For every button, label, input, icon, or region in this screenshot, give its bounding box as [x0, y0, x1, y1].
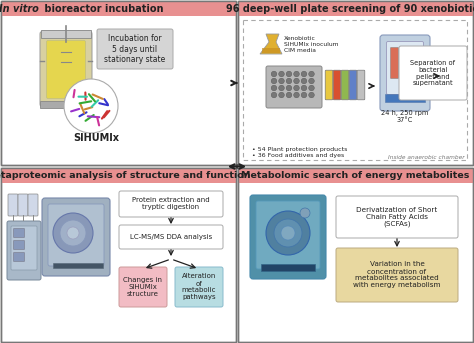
FancyBboxPatch shape: [238, 1, 473, 16]
FancyBboxPatch shape: [1, 168, 236, 183]
Text: Changes in
SIHUMIx
structure: Changes in SIHUMIx structure: [124, 277, 163, 297]
Text: In vitro: In vitro: [0, 3, 39, 13]
FancyBboxPatch shape: [48, 204, 104, 266]
FancyBboxPatch shape: [8, 194, 18, 216]
FancyBboxPatch shape: [400, 47, 408, 79]
Circle shape: [286, 71, 292, 77]
Circle shape: [271, 71, 277, 77]
Circle shape: [309, 71, 314, 77]
Text: Xenobiotic
SIHUMIx inoculum
CIM media: Xenobiotic SIHUMIx inoculum CIM media: [284, 36, 338, 52]
FancyBboxPatch shape: [250, 195, 326, 279]
Text: Metabolomic search of energy metabolites: Metabolomic search of energy metabolites: [241, 171, 469, 180]
Circle shape: [301, 71, 307, 77]
FancyBboxPatch shape: [349, 70, 357, 100]
Polygon shape: [260, 34, 282, 54]
FancyBboxPatch shape: [380, 35, 430, 111]
Circle shape: [300, 208, 310, 218]
FancyBboxPatch shape: [409, 47, 417, 79]
FancyBboxPatch shape: [333, 70, 341, 100]
FancyBboxPatch shape: [175, 267, 223, 307]
Circle shape: [301, 85, 307, 91]
Text: bioreactor incubation: bioreactor incubation: [41, 3, 164, 13]
Text: 24 h, 250 rpm
37°C: 24 h, 250 rpm 37°C: [381, 109, 428, 122]
Circle shape: [309, 78, 314, 84]
Text: • 54 Plant protection products
• 36 Food additives and dyes: • 54 Plant protection products • 36 Food…: [252, 147, 347, 158]
Circle shape: [294, 85, 299, 91]
Text: LC-MS/MS DDA analysis: LC-MS/MS DDA analysis: [130, 234, 212, 240]
FancyBboxPatch shape: [11, 226, 37, 270]
FancyBboxPatch shape: [119, 225, 223, 249]
Circle shape: [67, 227, 79, 239]
Circle shape: [294, 78, 299, 84]
FancyBboxPatch shape: [1, 1, 236, 16]
FancyBboxPatch shape: [13, 240, 25, 249]
Circle shape: [294, 71, 299, 77]
Circle shape: [271, 92, 277, 98]
Circle shape: [274, 219, 302, 247]
Circle shape: [294, 92, 299, 98]
FancyBboxPatch shape: [40, 31, 92, 107]
Circle shape: [53, 213, 93, 253]
Text: 96 deep-well plate screening of 90 xenobiotics: 96 deep-well plate screening of 90 xenob…: [226, 3, 474, 13]
FancyBboxPatch shape: [238, 168, 473, 342]
Circle shape: [286, 92, 292, 98]
FancyBboxPatch shape: [357, 70, 365, 100]
Circle shape: [279, 92, 284, 98]
FancyBboxPatch shape: [256, 201, 320, 269]
Text: SIHUMIx: SIHUMIx: [73, 133, 119, 143]
Circle shape: [286, 85, 292, 91]
FancyBboxPatch shape: [336, 196, 458, 238]
Circle shape: [309, 85, 314, 91]
FancyBboxPatch shape: [1, 1, 236, 165]
FancyBboxPatch shape: [325, 70, 333, 100]
FancyBboxPatch shape: [7, 221, 41, 280]
FancyBboxPatch shape: [40, 101, 92, 108]
FancyBboxPatch shape: [238, 168, 473, 183]
FancyBboxPatch shape: [238, 1, 473, 165]
Circle shape: [301, 92, 307, 98]
Circle shape: [271, 85, 277, 91]
Text: Protein extraction and
tryptic digestion: Protein extraction and tryptic digestion: [132, 198, 210, 211]
FancyBboxPatch shape: [399, 46, 467, 100]
Circle shape: [60, 220, 86, 246]
FancyBboxPatch shape: [42, 198, 110, 276]
Circle shape: [279, 71, 284, 77]
Circle shape: [64, 79, 118, 133]
Text: Alteration
of
metabolic
pathways: Alteration of metabolic pathways: [182, 273, 216, 300]
Circle shape: [266, 211, 310, 255]
FancyBboxPatch shape: [119, 267, 167, 307]
FancyBboxPatch shape: [385, 94, 425, 102]
Circle shape: [301, 78, 307, 84]
FancyBboxPatch shape: [336, 248, 458, 302]
Circle shape: [279, 78, 284, 84]
Polygon shape: [262, 48, 280, 53]
Text: Derivatization of Short
Chain Fatty Acids
(SCFAs): Derivatization of Short Chain Fatty Acid…: [356, 207, 438, 227]
Text: Metaproteomic analysis of structure and function: Metaproteomic analysis of structure and …: [0, 171, 251, 180]
FancyBboxPatch shape: [28, 194, 38, 216]
Circle shape: [309, 92, 314, 98]
FancyBboxPatch shape: [46, 40, 85, 98]
Text: Separation of
bacterial
pellet and
supernatant: Separation of bacterial pellet and super…: [410, 59, 456, 86]
FancyBboxPatch shape: [266, 66, 322, 108]
FancyBboxPatch shape: [18, 194, 28, 216]
Text: Variation in the
concentration of
metabolites associated
with energy metabolism: Variation in the concentration of metabo…: [353, 261, 441, 288]
Circle shape: [279, 85, 284, 91]
FancyBboxPatch shape: [341, 70, 349, 100]
FancyBboxPatch shape: [13, 252, 25, 261]
FancyBboxPatch shape: [386, 42, 423, 95]
Circle shape: [286, 78, 292, 84]
FancyBboxPatch shape: [97, 29, 173, 69]
Circle shape: [281, 226, 295, 240]
FancyBboxPatch shape: [41, 30, 91, 38]
FancyBboxPatch shape: [13, 228, 25, 237]
FancyBboxPatch shape: [391, 47, 399, 79]
Circle shape: [271, 78, 277, 84]
Text: Incubation for
5 days until
stationary state: Incubation for 5 days until stationary s…: [104, 34, 165, 64]
FancyBboxPatch shape: [1, 168, 236, 342]
FancyBboxPatch shape: [119, 191, 223, 217]
Text: Inside anaerobic chamber: Inside anaerobic chamber: [388, 155, 465, 160]
FancyBboxPatch shape: [53, 263, 103, 268]
FancyBboxPatch shape: [261, 264, 315, 271]
